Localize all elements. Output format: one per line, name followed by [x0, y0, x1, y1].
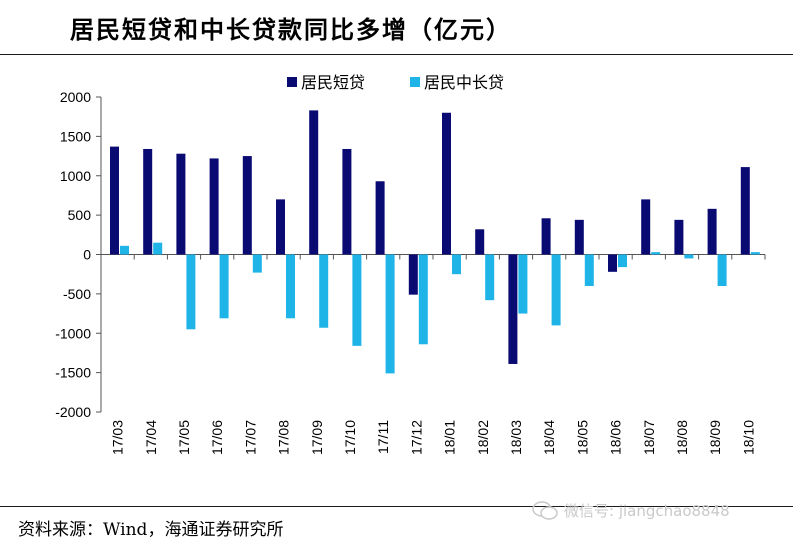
bar-long-18-06: [618, 254, 627, 268]
bar-long-17-11: [385, 254, 395, 374]
bar-short-17-06: [209, 158, 219, 255]
bar-short-18-08: [674, 219, 684, 255]
bar-short-18-06: [608, 254, 617, 272]
x-tick-label: 17/10: [342, 420, 358, 455]
x-tick-label: 17/04: [143, 420, 159, 455]
source-note: 资料来源：Wind，海通证券研究所: [18, 520, 284, 540]
bar-long-17-07: [252, 254, 262, 273]
bar-short-18-04: [541, 218, 551, 255]
bar-short-18-10: [740, 167, 750, 255]
legend-swatch-0: [287, 77, 297, 87]
x-tick-label: 18/01: [442, 420, 458, 455]
bar-long-18-04: [551, 254, 561, 326]
bar-short-17-04: [143, 148, 153, 255]
y-tick-label: 1500: [60, 128, 91, 144]
bar-long-17-05: [186, 254, 196, 330]
legend: 居民短贷 居民中长贷: [287, 73, 504, 92]
legend-label-0: 居民短贷: [301, 73, 365, 92]
y-tick-label: -1000: [55, 325, 91, 341]
x-tick-label: 17/08: [276, 420, 292, 455]
x-axis: 17/03 17/04 17/05 17/06 17/07 17/08 17/09 17/10…: [110, 420, 757, 455]
bar-chart: 2000 1500 1000 500 0 -500 -1000 -1500 -2000 17/0…: [55, 73, 766, 455]
x-tick-label: 18/06: [608, 420, 624, 455]
bar-long-18-09: [717, 254, 727, 286]
bar-short-18-02: [475, 229, 485, 255]
top-rule: [0, 54, 793, 55]
watermark-text: 微信号: jiangchao8848: [564, 502, 730, 520]
bar-long-17-10: [352, 254, 362, 346]
y-tick-label: 0: [83, 247, 91, 263]
bar-short-17-12: [408, 254, 418, 295]
bar-long-17-08: [286, 254, 295, 319]
x-tick-label: 17/11: [375, 420, 391, 454]
bar-short-18-09: [707, 208, 717, 255]
legend-swatch-1: [410, 77, 420, 87]
y-tick-label: 2000: [60, 89, 91, 105]
x-tick-label: 17/09: [309, 420, 325, 455]
bar-long-18-03: [518, 254, 528, 314]
x-tick-label: 17/03: [110, 420, 126, 455]
bar-short-17-05: [176, 153, 186, 255]
bar-short-17-07: [242, 156, 252, 255]
y-tick-label: -500: [63, 286, 91, 302]
chart-title: 居民短贷和中长贷款同比多增（亿元）: [70, 15, 512, 44]
bar-short-18-01: [442, 112, 451, 255]
bar-short-17-09: [309, 110, 319, 255]
bar-long-17-09: [319, 254, 329, 328]
bar-long-18-08: [684, 254, 694, 259]
x-tick-label: 18/10: [740, 420, 756, 455]
bar-short-17-03: [110, 146, 119, 255]
x-tick-label: 17/12: [408, 420, 424, 455]
bar-long-17-06: [219, 254, 229, 319]
bar-long-18-07: [651, 252, 661, 255]
bar-long-17-12: [418, 254, 428, 345]
y-tick-label: 500: [68, 207, 92, 223]
bar-short-17-11: [375, 181, 385, 255]
bar-long-18-05: [584, 254, 594, 286]
bar-long-18-01: [452, 254, 461, 275]
bar-short-18-03: [508, 254, 518, 364]
x-tick-label: 18/08: [674, 420, 690, 455]
bar-short-18-05: [574, 219, 584, 255]
bar-short-17-08: [276, 199, 285, 255]
bar-long-18-10: [750, 252, 760, 255]
x-tick-label: 18/02: [475, 420, 491, 455]
bars: [110, 110, 760, 374]
x-tick-label: 17/07: [242, 420, 258, 455]
x-tick-label: 18/05: [574, 420, 590, 455]
x-tick-label: 18/03: [508, 420, 524, 455]
bar-short-18-07: [641, 199, 651, 255]
x-tick-label: 17/05: [176, 420, 192, 455]
bar-long-17-04: [153, 242, 163, 255]
x-tick-label: 18/09: [707, 420, 723, 455]
y-tick-label: -2000: [55, 404, 91, 420]
y-tick-label: 1000: [60, 168, 91, 184]
x-tick-label: 17/06: [209, 420, 225, 455]
bottom-rule: [0, 506, 793, 507]
wechat-icon: [532, 500, 558, 520]
x-tick-label: 18/04: [541, 420, 557, 455]
bar-long-18-02: [485, 254, 495, 301]
bar-short-17-10: [342, 148, 352, 255]
bar-long-17-03: [120, 245, 129, 255]
x-tick-label: 18/07: [641, 420, 657, 455]
legend-label-1: 居民中长贷: [424, 73, 504, 92]
y-tick-label: -1500: [55, 365, 91, 381]
wechat-watermark: 微信号: jiangchao8848: [532, 500, 730, 521]
